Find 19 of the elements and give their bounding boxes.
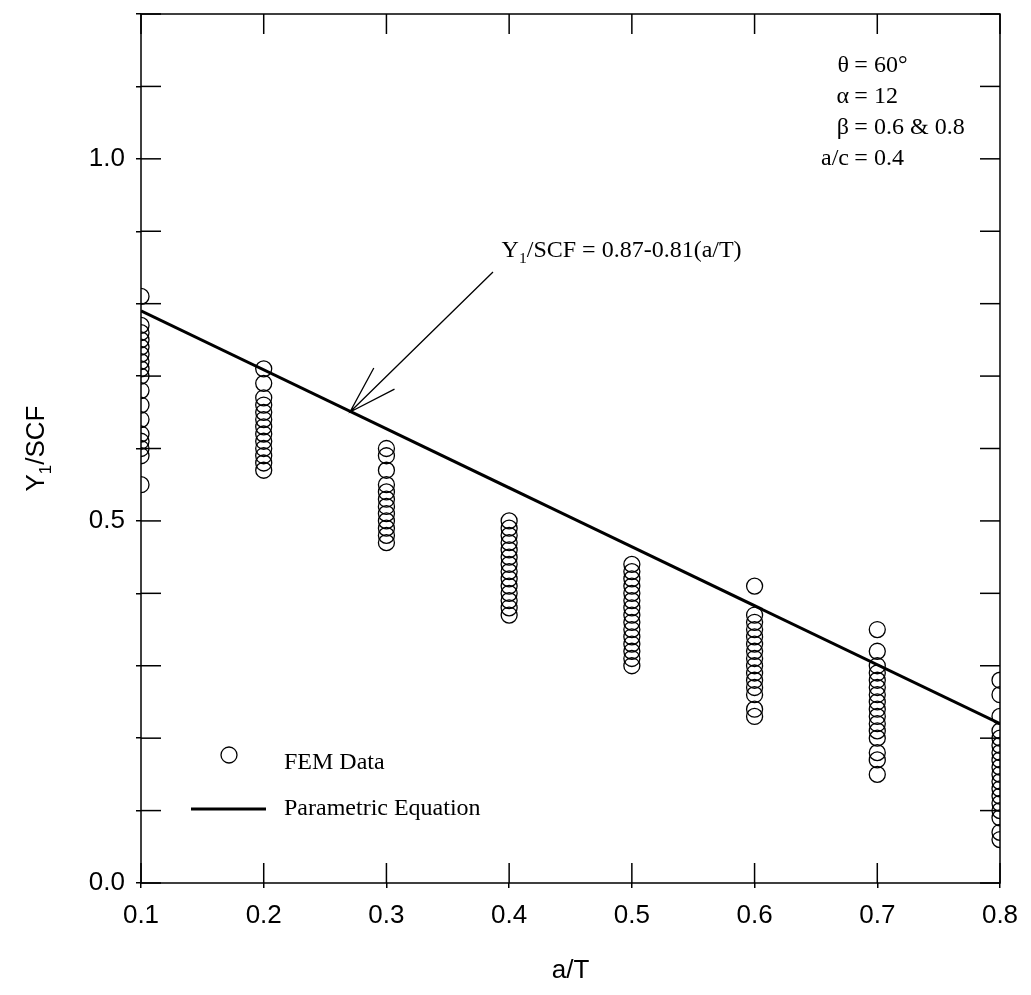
x-axis-title: a/T <box>551 954 590 984</box>
y-tick-label: 0.0 <box>88 866 125 897</box>
annotation: α = 12 <box>836 82 898 108</box>
legend-label: Parametric Equation <box>284 794 481 821</box>
annotation: θ = 60° <box>837 51 908 77</box>
x-tick-label: 0.5 <box>613 899 650 930</box>
x-tick-label: 0.6 <box>736 899 773 930</box>
y-tick-label: 0.5 <box>88 504 125 535</box>
x-tick-label: 0.3 <box>368 899 405 930</box>
annotation: a/c = 0.4 <box>821 144 904 170</box>
y-axis-title: Y1/SCF <box>20 405 55 492</box>
x-tick-label: 0.8 <box>981 899 1019 930</box>
x-tick-label: 0.2 <box>245 899 282 930</box>
y-tick-label: 1.0 <box>88 142 125 173</box>
annotation: β = 0.6 & 0.8 <box>836 113 965 139</box>
x-tick-label: 0.1 <box>122 899 160 930</box>
x-tick-label: 0.4 <box>491 899 528 930</box>
x-tick-label: 0.7 <box>859 899 896 930</box>
legend-label: FEM Data <box>284 748 385 775</box>
